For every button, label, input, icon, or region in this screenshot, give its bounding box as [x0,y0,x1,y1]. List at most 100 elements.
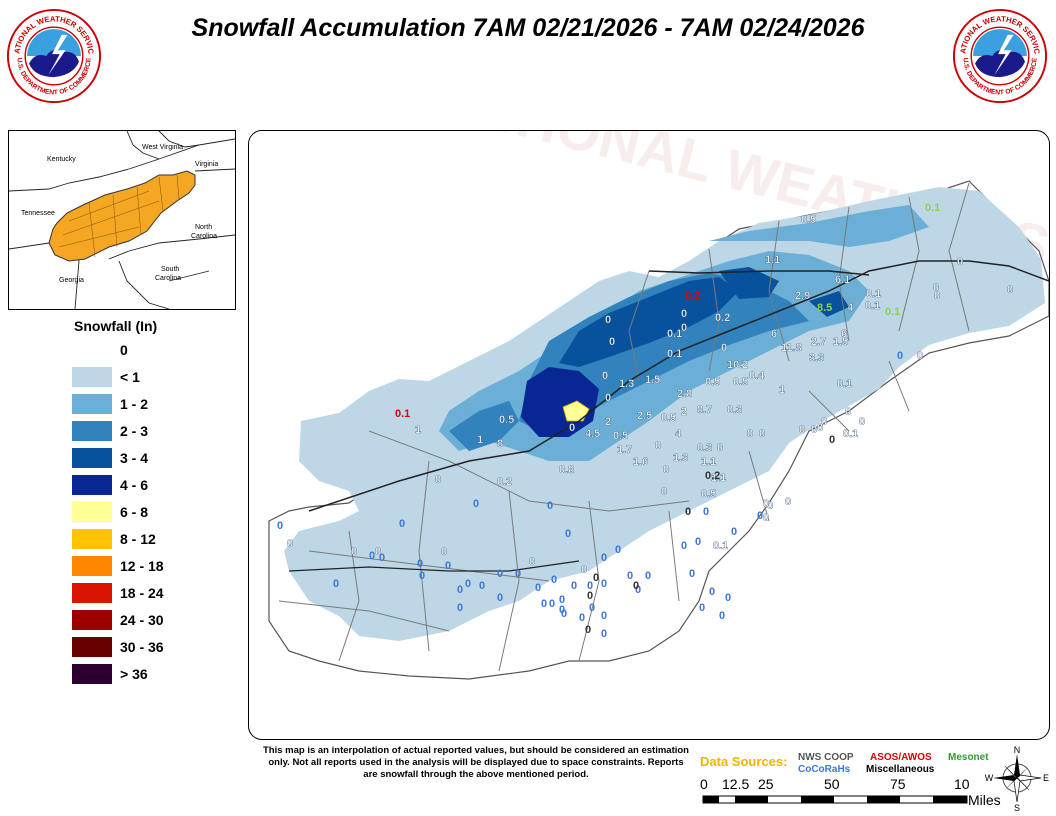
snowfall-report-value: 0 [497,568,503,580]
snowfall-report-value: 0 [375,546,381,558]
snowfall-report-value: 0 [767,500,773,512]
legend-label: < 1 [120,369,140,385]
snowfall-report-value: 6 [771,328,777,340]
snowfall-report-value: 0 [515,568,521,580]
snowfall-report-value: 0 [435,474,441,486]
nws-logo-icon: NATIONAL WEATHER SERVICE U.S. DEPARTMENT… [6,8,102,104]
inset-label: Kentucky [47,156,76,163]
snowfall-report-value: 0 [587,590,593,602]
snowfall-report-value: 0 [817,422,823,434]
disclaimer-text: This map is an interpolation of actual r… [263,745,689,780]
snowfall-report-value: 0 [731,526,737,538]
snowfall-report-value: 0.5 [701,488,716,500]
snowfall-report-value: 0.3 [727,404,742,416]
snowfall-report-value: 0 [799,424,805,436]
snowfall-report-value: 0 [465,578,471,590]
state-border-tn-nc [308,260,1049,512]
snowfall-report-value: 0 [571,580,577,592]
snowfall-report-value: 0 [601,610,607,622]
source-asos-awos: ASOS/AWOS [870,752,932,763]
snowfall-report-value: 4 [675,428,682,440]
snowfall-report-value: 0 [559,604,565,616]
snowfall-report-value: 1.7 [617,444,632,456]
snowfall-report-value: 0 [559,594,565,606]
snowfall-report-value: 0 [529,556,535,568]
snowfall-report-value: 2.7 [811,336,826,348]
snowfall-report-value: 6 [841,328,847,340]
legend-item: 0 [72,340,232,360]
snowfall-report-value: 0 [277,520,283,532]
scale-tick-label: 12.5 [722,776,749,792]
snow-zone-1to2 [709,205,929,247]
snowfall-report-value: 0 [811,424,817,436]
legend-label: 1 - 2 [120,396,149,412]
inset-label: Carolina [191,233,217,240]
snowfall-report-value: 0 [561,608,567,620]
snowfall-report-value: 0 [457,584,463,596]
inset-label: Virginia [195,161,218,168]
snowfall-report-value: 0 [579,612,585,624]
snowfall-report-value: 0 [549,598,555,610]
snow-zone-3to4 [559,277,739,367]
snowfall-report-value: 8 [497,438,503,450]
legend-swatch [72,421,112,441]
snowfall-report-value: 1.1 [701,456,716,468]
snowfall-report-value: 1.1 [765,254,780,266]
snowfall-report-value: 1.3 [619,378,634,390]
inset-label: Georgia [59,277,84,284]
snowfall-report-value: 0 [601,628,607,640]
snowfall-report-value: 1.6 [633,456,648,468]
compass-e: E [1043,773,1049,783]
snowfall-report-value: 0 [933,282,939,294]
snowfall-report-value: 0 [859,416,865,428]
scale-bar: 0 12.5 25 50 75 100 [700,776,970,804]
legend-label: 24 - 30 [120,612,164,628]
snowfall-report-value: 0 [725,592,731,604]
inset-svg: West Virginia Kentucky Virginia Tennesse… [8,130,236,310]
snowfall-report-value: 0 [681,540,687,552]
snowfall-report-value: 0 [473,498,479,510]
snowfall-report-value: 0 [479,580,485,592]
data-sources-label: Data Sources: [700,754,788,769]
snowfall-report-value: 0 [763,512,769,524]
legend-item: 8 - 12 [72,529,232,549]
snowfall-report-value: 0.1 [885,306,900,318]
snowfall-report-value: 1.3 [673,452,688,464]
snow-zone-3to4 [809,291,849,317]
legend-swatch [72,664,112,684]
snowfall-report-value: 11.8 [781,342,802,354]
snowfall-report-value: 0.5 [705,376,720,388]
snowfall-report-value: 4.5 [585,428,600,440]
locator-inset-map: West Virginia Kentucky Virginia Tennesse… [8,130,236,310]
source-mesonet: Mesonet [948,752,989,763]
snow-zone-3to4 [719,267,779,299]
snowfall-report-value: 1.5 [833,336,848,348]
snowfall-report-value: 0 [645,570,651,582]
report-values-layer: 0.50.101.16.10.1 0 00.2 2.98.5 4 0.1 0.100.206… [277,202,1013,640]
inset-label: West Virginia [142,144,183,151]
snowfall-report-value: 8.7 [697,404,712,416]
snowfall-report-value: 0 [369,550,375,562]
legend-swatch [72,556,112,576]
scale-tick-label: 50 [824,776,840,792]
legend-item: 2 - 3 [72,421,232,441]
inset-label: South [161,266,179,273]
snowfall-report-value: 0.1 [713,540,728,552]
scale-unit: Miles [968,792,1001,808]
snowfall-report-value: 0 [663,464,669,476]
snowfall-report-value: 0 [587,580,593,592]
scale-tick-label: 100 [954,776,970,792]
compass-n: N [1014,745,1021,755]
snowfall-map-svg: NATIONAL WEATHER SERVICE [268,131,1049,680]
snow-zone-2to3 [449,401,519,451]
snowfall-report-value: 0.2 [685,290,700,302]
legend-item: 3 - 4 [72,448,232,468]
snowfall-report-value: 0 [917,350,923,362]
snowfall-report-value: 1 [779,384,785,396]
legend-swatch [72,394,112,414]
legend-label: 12 - 18 [120,558,164,574]
snowfall-report-value: 4 [847,302,854,314]
snowfall-report-value: 0 [699,602,705,614]
snowfall-report-value: 8.5 [817,302,832,314]
snowfall-report-value: 0 [457,602,463,614]
